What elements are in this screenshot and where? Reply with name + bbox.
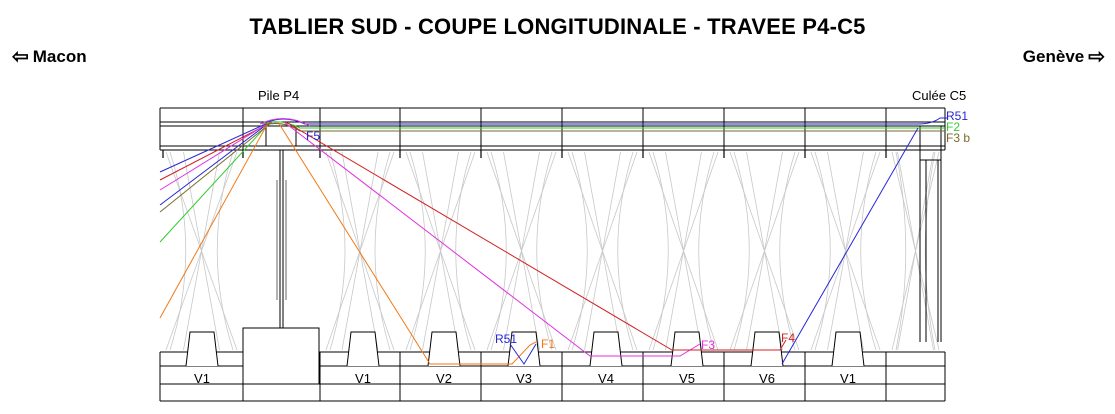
left-arrow-icon: ⇦ (12, 45, 29, 68)
cable-label-r51-top: R51 (946, 109, 968, 123)
direction-macon: ⇦ Macon (12, 47, 87, 67)
deviator-block (427, 331, 461, 367)
top-ticks (162, 150, 887, 158)
deviator-block (507, 331, 541, 367)
cable-label-f2: F2 (946, 120, 960, 134)
direction-geneve-label: Genève (1022, 47, 1085, 66)
cable-left-orange (159, 122, 269, 319)
cable-pier-magenta-arc (259, 118, 311, 127)
cable-left-blue-2 (159, 121, 271, 206)
cable-left-red (159, 121, 273, 181)
segment-label: V3 (516, 371, 532, 386)
cable-left-blue (159, 121, 271, 173)
segment-label: V5 (679, 371, 695, 386)
cable-left-green (159, 121, 271, 243)
cable-profiles (159, 117, 948, 365)
pile-p4-label: Pile P4 (258, 88, 299, 103)
segment-label: V4 (598, 371, 614, 386)
web-lattice (165, 151, 940, 351)
deviator-block (346, 331, 380, 367)
culee-c5-label: Culée C5 (912, 88, 966, 103)
deviator-block (831, 331, 865, 367)
deviator-block (589, 331, 623, 367)
deviator-block (185, 331, 219, 367)
cable-label-f3: F3 (701, 338, 715, 352)
drawing-title: TABLIER SUD - COUPE LONGITUDINALE - TRAV… (249, 14, 866, 39)
deviator-block (750, 331, 784, 367)
cable-R51-low (509, 343, 537, 365)
right-arrow-icon: ⇨ (1088, 45, 1105, 68)
cable-left-olive (159, 121, 273, 213)
cable-F3b (264, 123, 945, 132)
deviators (185, 331, 865, 367)
direction-geneve: Genève ⇨ (1023, 47, 1105, 67)
deviator-block (670, 331, 704, 367)
cable-F4 (285, 121, 787, 351)
segment-label: V1 (840, 371, 856, 386)
segment-label: V1 (194, 371, 210, 386)
cable-label-f1: F1 (541, 337, 555, 351)
segment-label: V1 (355, 371, 371, 386)
segment-label: V6 (759, 371, 775, 386)
cable-F1 (277, 121, 537, 365)
cable-C5-blue (781, 127, 919, 365)
cable-F2 (261, 121, 945, 129)
cable-label-f5: F5 (306, 129, 320, 143)
deck-structure (159, 107, 946, 402)
cable-left-magenta (159, 121, 271, 191)
segment-label: V2 (436, 371, 452, 386)
cable-label-f3b: F3 b (946, 131, 970, 145)
cable-label-f4: F4 (781, 331, 795, 345)
cable-label-r51-low: R51 (495, 332, 517, 346)
direction-macon-label: Macon (32, 47, 87, 66)
cable-R51 (267, 117, 948, 125)
